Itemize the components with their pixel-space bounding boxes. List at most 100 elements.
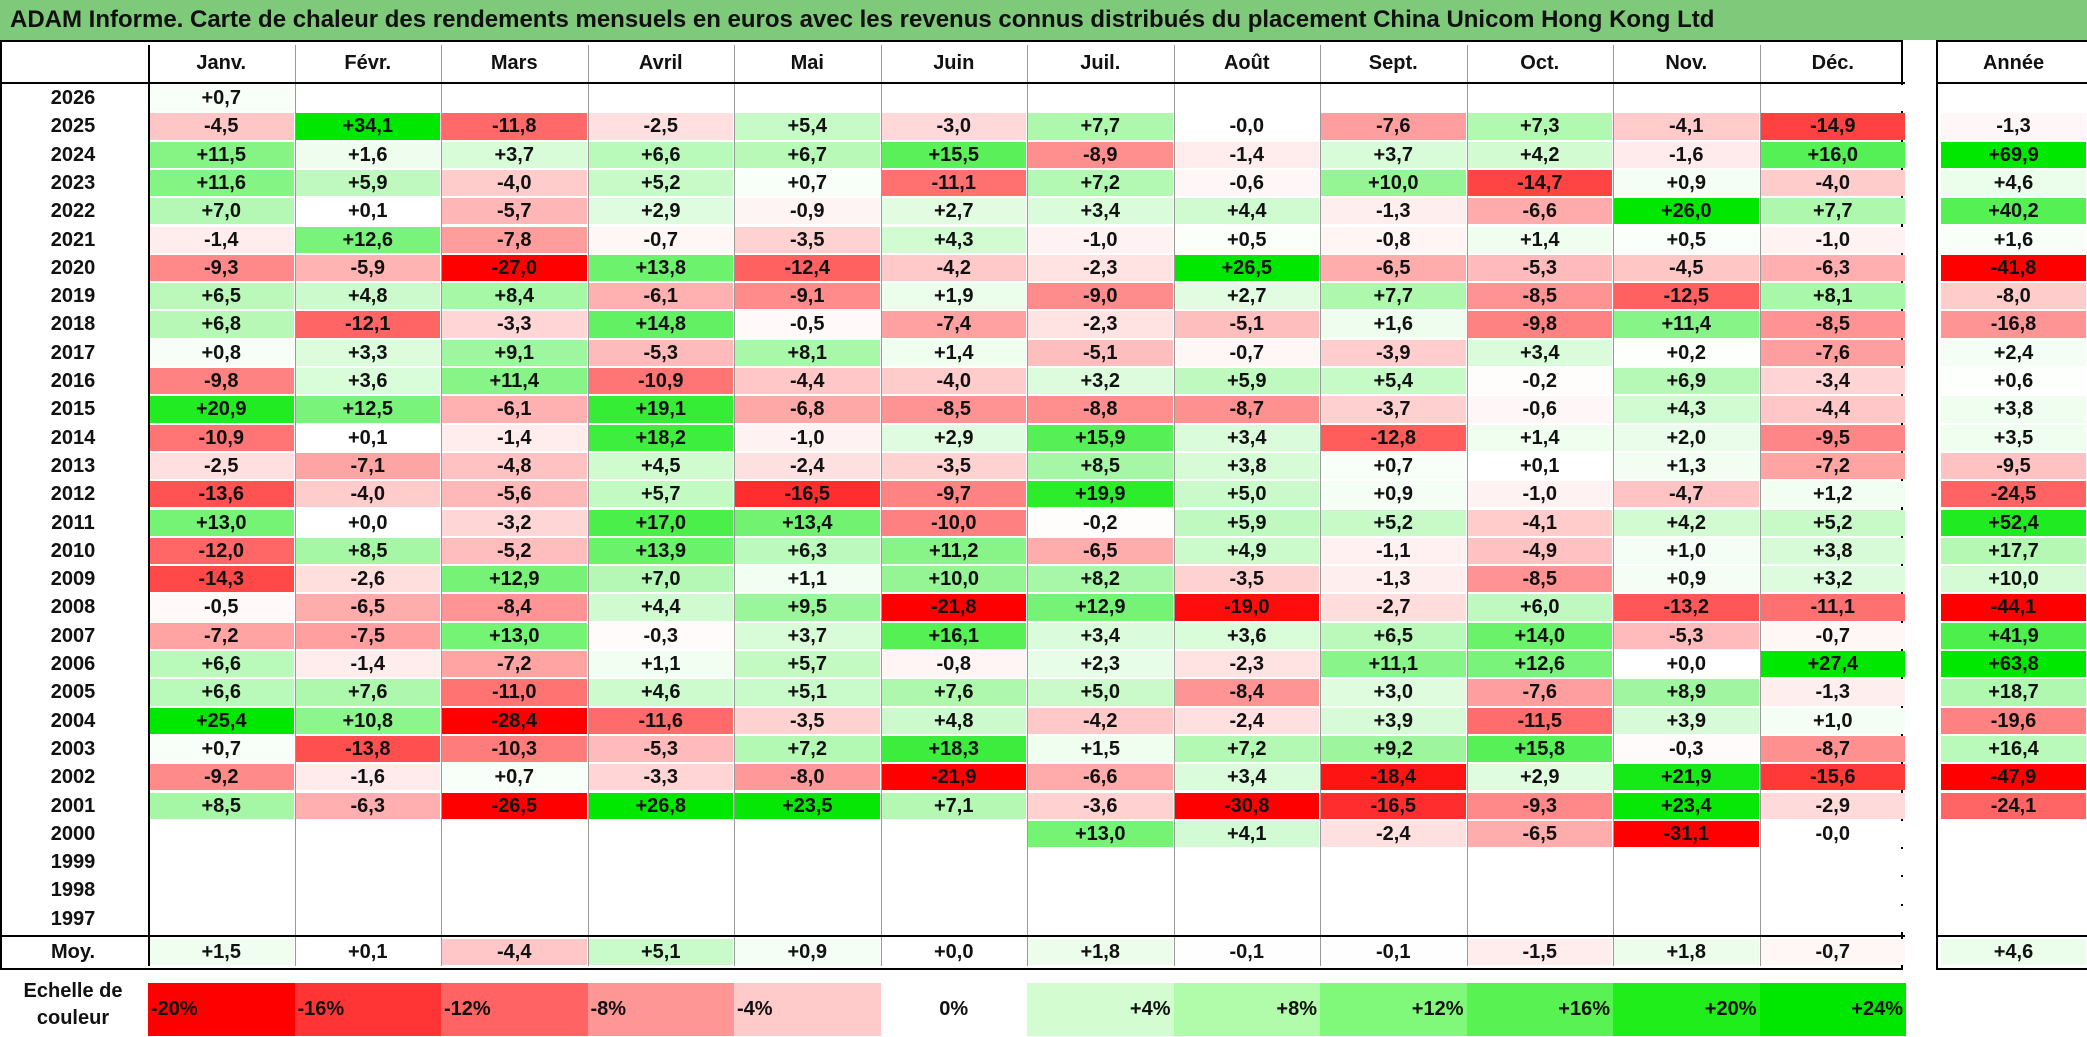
color-scale-stop: +8% [1173,983,1320,1036]
heatmap-cell: -21,9 [881,764,1026,791]
heatmap-cell: -9,3 [149,254,294,282]
heatmap-cell: +0,1 [295,198,440,225]
annual-column-header: Année [1982,52,2045,74]
heatmap-cell: -6,1 [442,396,587,423]
column-header: Juil. [1080,52,1121,74]
heatmap-cell [1760,877,1905,904]
heatmap-cell: -3,5 [735,226,880,253]
heatmap-cell: -6,1 [588,283,733,310]
heatmap-cell: -4,9 [1467,537,1612,565]
heatmap-cell: +0,7 [442,764,587,791]
heatmap-cell [881,820,1026,848]
heatmap-cell: -4,0 [881,368,1026,395]
heatmap-cell [735,877,880,904]
row-year-label: 2014 [50,426,96,449]
heatmap-cell: -3,4 [1760,368,1905,395]
heatmap-cell: +2,9 [881,424,1026,451]
heatmap-cell: -8,5 [1467,283,1612,310]
heatmap-cell: +7,7 [1028,113,1173,140]
heatmap-cell: +3,4 [1174,424,1319,451]
row-year-label: 2026 [50,87,96,109]
heatmap-cell: -5,6 [442,481,587,508]
heatmap-cell: +2,0 [1614,424,1759,451]
annual-cell: +40,2 [1941,198,2086,225]
heatmap-cell: +8,2 [1028,566,1173,593]
annual-cell: +2,4 [1941,339,2086,366]
heatmap-cell: -4,0 [295,481,440,508]
row-year-label: 1998 [50,879,96,902]
heatmap-cell: +13,0 [442,622,587,649]
heatmap-cell: -3,3 [442,311,587,338]
heatmap-cell: -6,3 [295,792,440,819]
heatmap-cell: +8,1 [1760,283,1905,310]
heatmap-cell: -8,5 [881,396,1026,423]
heatmap-cell: +10,8 [295,707,440,734]
heatmap-cell: +7,2 [1028,169,1173,197]
heatmap-cell [881,85,1026,112]
row-year-label: 2001 [50,794,96,817]
heatmap-cell: +11,5 [149,141,294,168]
average-cell: +1,5 [149,939,294,965]
heatmap-cell: +3,7 [735,622,880,649]
row-year-label: 2023 [50,171,96,194]
heatmap-cell: -8,0 [735,764,880,791]
heatmap-cell: +3,7 [1321,141,1466,168]
heatmap-cell [1028,849,1173,876]
heatmap-cell: +12,6 [295,226,440,253]
heatmap-cell: -1,6 [1614,141,1759,168]
heatmap-cell: +2,3 [1028,651,1173,678]
heatmap-cell [1174,849,1319,876]
heatmap-cell: +8,9 [1614,679,1759,706]
heatmap-cell: -9,8 [1467,311,1612,338]
heatmap-cell: -3,6 [1028,792,1173,819]
heatmap-cell: -3,5 [735,707,880,734]
heatmap-cell: -0,7 [588,226,733,253]
heatmap-cell: -6,6 [1467,198,1612,225]
heatmap-cell: +4,3 [881,226,1026,253]
heatmap-cell: -12,0 [149,537,294,565]
heatmap-cell: +4,4 [588,594,733,621]
heatmap-cell [442,905,587,932]
heatmap-cell [295,820,440,848]
heatmap-cell [1028,877,1173,904]
heatmap-cell [442,877,587,904]
average-row-label: Moy. [50,941,96,963]
heatmap-cell: +5,0 [1174,481,1319,508]
heatmap-cell: -5,3 [588,735,733,763]
heatmap-cell: -13,6 [149,481,294,508]
heatmap-cell: +5,2 [1760,509,1905,536]
row-year-label: 1997 [50,907,96,930]
heatmap-cell: -8,4 [442,594,587,621]
column-header: Oct. [1520,52,1560,74]
average-cell: +0,1 [295,939,440,965]
heatmap-cell: +3,8 [1760,537,1905,565]
average-rule [0,935,2087,937]
heatmap-cell: -2,4 [1321,820,1466,848]
heatmap-cell: +5,4 [1321,368,1466,395]
row-year-label: 2025 [50,115,96,138]
heatmap-cell: +8,4 [442,283,587,310]
heatmap-cell: -1,0 [1760,226,1905,253]
grid-vline [734,45,735,966]
heatmap-cell [442,85,587,112]
heatmap-cell: +11,4 [1614,311,1759,338]
heatmap-cell: -5,1 [1028,339,1173,366]
row-year-label: 2017 [50,341,96,364]
annual-cell: -41,8 [1941,254,2086,282]
heatmap-cell: -4,4 [1760,396,1905,423]
heatmap-cell: +4,6 [588,679,733,706]
annual-cell: -16,8 [1941,311,2086,338]
heatmap-cell: -7,8 [442,226,587,253]
heatmap-cell: +7,6 [295,679,440,706]
heatmap-cell: +26,5 [1174,254,1319,282]
color-scale-stop: -8% [587,983,734,1036]
row-year-label: 2000 [50,822,96,845]
heatmap-cell: -1,4 [295,651,440,678]
color-scale-stop: -16% [294,983,441,1036]
heatmap-cell [149,877,294,904]
heatmap-cell: -1,4 [1174,141,1319,168]
average-cell: -0,1 [1174,939,1319,965]
heatmap-cell: +5,7 [735,651,880,678]
heatmap-cell: +1,2 [1760,481,1905,508]
annual-cell: +3,5 [1941,424,2086,451]
